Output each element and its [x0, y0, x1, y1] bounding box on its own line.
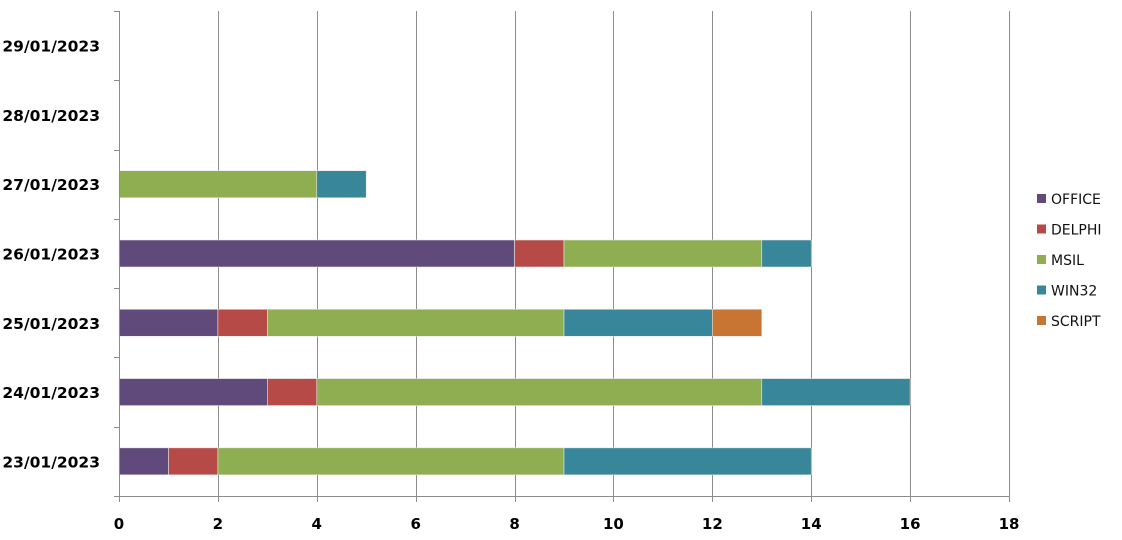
bar-segment-msil-2 — [267, 308, 565, 337]
y-category-label: 27/01/2023 — [2, 176, 100, 194]
x-tick-label: 12 — [702, 515, 723, 533]
bar-segment-msil-0 — [217, 447, 565, 476]
y-category-label: 23/01/2023 — [2, 453, 100, 471]
bar-segment-delphi-3 — [514, 239, 565, 268]
legend-label-script: SCRIPT — [1051, 314, 1101, 330]
bar-segment-script-2 — [712, 308, 763, 337]
bar-segment-office-3 — [118, 239, 515, 268]
x-tick-label: 2 — [213, 515, 223, 533]
bar-segment-win32-0 — [563, 447, 812, 476]
x-tick-label: 10 — [603, 515, 624, 533]
x-tick-label: 4 — [312, 515, 322, 533]
y-category-label: 28/01/2023 — [2, 107, 100, 125]
bar-segment-msil-3 — [563, 239, 763, 268]
legend-swatch-msil — [1037, 255, 1046, 264]
legend-label-win32: WIN32 — [1051, 284, 1097, 300]
legend-swatch-win32 — [1037, 285, 1046, 295]
legend: OFFICE DELPHI MSIL WIN32 SCRIPT — [1037, 192, 1102, 330]
x-tick-label: 6 — [410, 515, 420, 533]
legend-label-office: OFFICE — [1051, 192, 1101, 208]
bar-segment-delphi-2 — [217, 308, 268, 337]
bar-segment-win32-3 — [761, 239, 812, 268]
bar-segment-win32-4 — [316, 170, 367, 199]
y-category-label: 25/01/2023 — [2, 315, 100, 333]
bars — [118, 170, 911, 476]
bar-segment-win32-1 — [761, 378, 911, 406]
bar-segment-office-2 — [118, 308, 219, 337]
axes — [114, 11, 1010, 502]
bar-segment-win32-2 — [563, 308, 713, 337]
legend-label-msil: MSIL — [1051, 253, 1084, 269]
x-tick-label: 8 — [509, 515, 519, 533]
bar-segment-msil-1 — [316, 378, 763, 406]
bar-segment-office-1 — [118, 378, 268, 406]
legend-swatch-delphi — [1037, 224, 1046, 234]
legend-swatch-script — [1037, 316, 1046, 325]
y-category-label: 29/01/2023 — [2, 38, 100, 56]
x-tick-label: 18 — [999, 515, 1020, 533]
bar-segment-msil-4 — [118, 170, 318, 199]
y-category-label: 24/01/2023 — [2, 384, 100, 402]
x-tick-label: 16 — [900, 515, 921, 533]
legend-label-delphi: DELPHI — [1051, 223, 1102, 239]
x-tick-label: 14 — [801, 515, 822, 533]
axis-labels: 0 2 4 6 8 10 12 14 16 18 23/01/2023 24/01/2023 25/01… — [2, 38, 1019, 533]
bar-segment-office-0 — [118, 447, 169, 476]
bar-segment-delphi-1 — [267, 378, 318, 406]
y-category-label: 26/01/2023 — [2, 246, 100, 264]
x-tick-label: 0 — [114, 515, 124, 533]
bar-segment-delphi-0 — [168, 447, 219, 476]
legend-swatch-office — [1037, 194, 1046, 203]
